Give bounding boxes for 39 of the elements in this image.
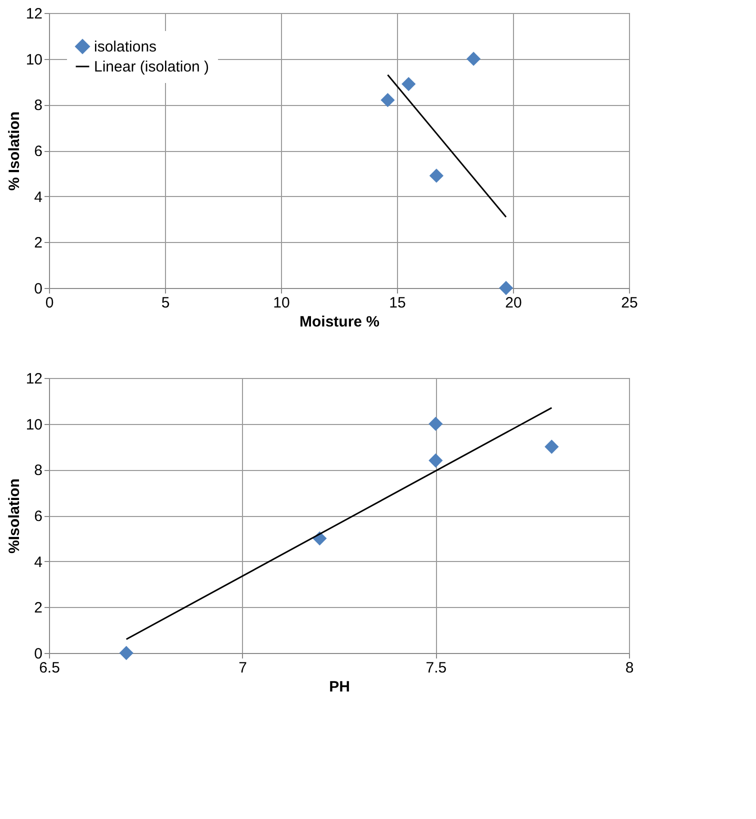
point <box>429 168 444 183</box>
y-axis-title: %Isolation <box>6 478 23 554</box>
point <box>428 416 443 431</box>
x-tick-label: 15 <box>389 294 406 312</box>
y-tick-label: 8 <box>34 97 42 114</box>
y-tick-label: 4 <box>34 554 42 571</box>
point <box>428 453 443 468</box>
y-tick-label: 2 <box>34 234 42 252</box>
y-tick-label: 0 <box>34 280 42 298</box>
y-axis-title: % Isolation <box>6 111 23 191</box>
y-tick-label: 10 <box>26 51 42 68</box>
point <box>119 646 134 660</box>
point <box>544 440 559 454</box>
x-tick-label: 5 <box>161 294 170 312</box>
legend-label: Linear (isolation ) <box>94 58 210 76</box>
x-tick-label: 20 <box>505 294 522 312</box>
y-tick-label: 10 <box>26 416 42 434</box>
x-axis-title: PH <box>329 678 350 696</box>
y-tick-label: 8 <box>34 462 42 480</box>
x-tick-label: 7 <box>238 660 248 676</box>
point <box>498 280 514 296</box>
y-tick-label: 12 <box>26 370 42 388</box>
x-tick-label: 6.5 <box>39 660 60 676</box>
legend-label: isolations <box>94 38 157 56</box>
x-tick-label: 0 <box>45 294 54 312</box>
point <box>466 52 481 66</box>
x-axis-title: Moisture % <box>299 314 380 330</box>
y-tick-label: 6 <box>34 143 42 160</box>
x-tick-label: 10 <box>273 294 290 312</box>
point <box>402 76 416 92</box>
y-tick-label: 12 <box>26 6 42 22</box>
y-tick-label: 6 <box>34 508 42 525</box>
x-tick-label: 8 <box>625 660 634 676</box>
x-tick-label: 25 <box>621 294 638 312</box>
x-tick-label: 7.5 <box>426 660 447 676</box>
y-tick-label: 2 <box>34 600 42 617</box>
point <box>380 93 395 108</box>
y-tick-label: 4 <box>34 188 42 206</box>
y-tick-label: 0 <box>34 646 42 662</box>
